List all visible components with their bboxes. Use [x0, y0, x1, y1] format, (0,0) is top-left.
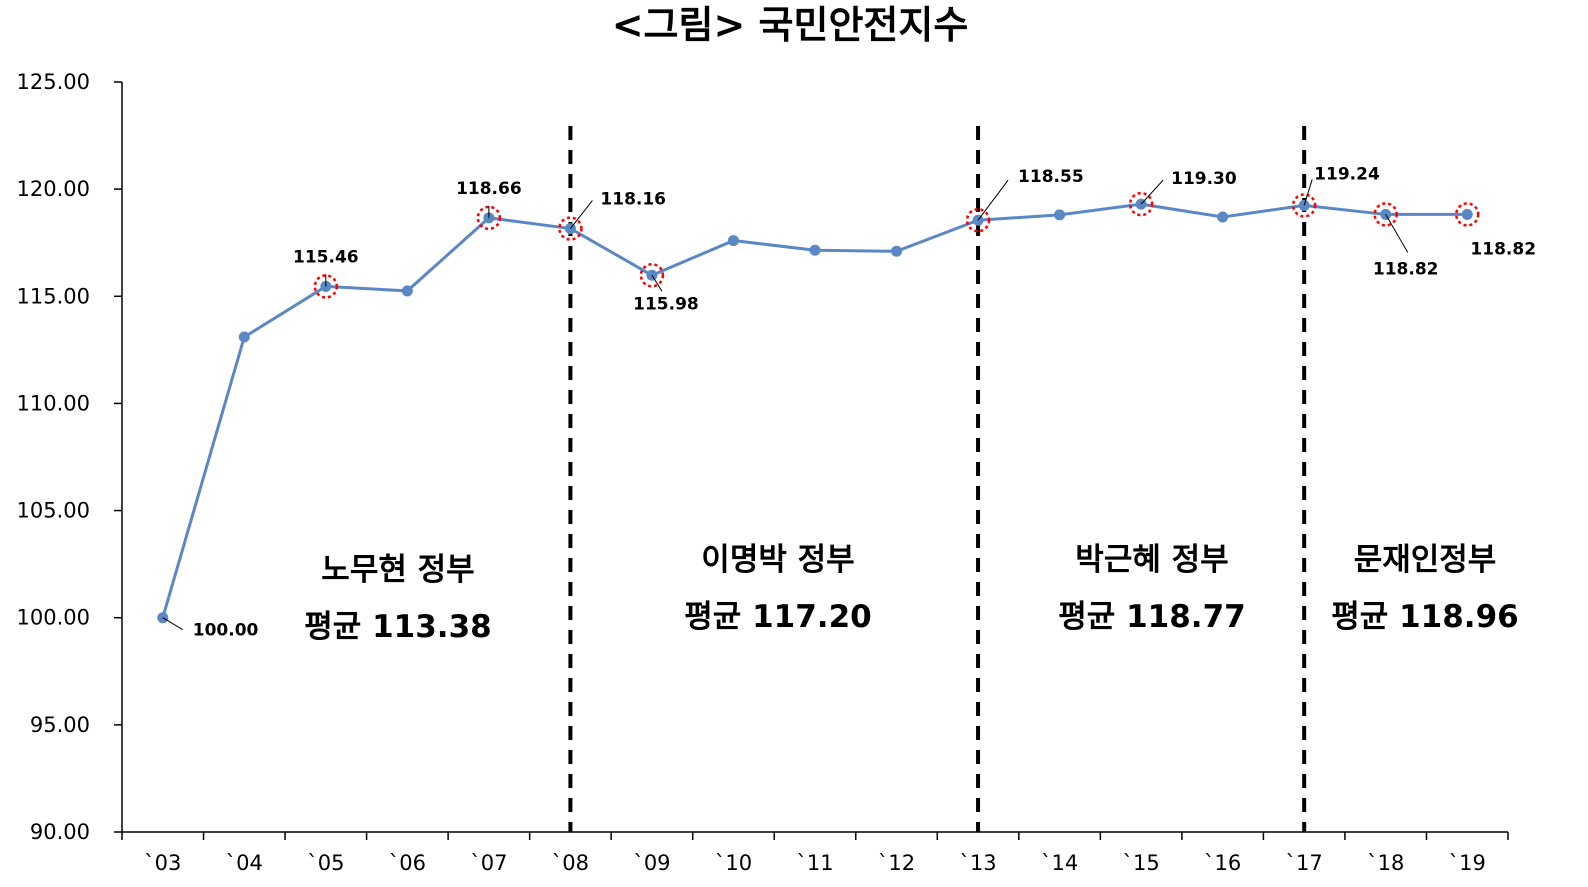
axes: 90.00 95.00 100.00 105.00 110.00 115.00 120.00…	[17, 70, 1509, 875]
government-dividers	[568, 126, 1307, 832]
highlight-circle	[1128, 191, 1154, 217]
highlight-circle	[558, 216, 583, 241]
highlight-circle	[476, 205, 502, 231]
data-label: 118.82	[1373, 259, 1439, 279]
data-point	[809, 244, 821, 256]
x-tick-label: `15	[1123, 851, 1160, 875]
government-name: 이명박 정부	[701, 542, 854, 578]
x-tick-label: `07	[470, 851, 507, 875]
leader-line	[1140, 179, 1164, 205]
x-tick-label: `14	[1041, 851, 1078, 875]
leader-line	[1303, 179, 1313, 206]
data-label: 119.24	[1314, 164, 1380, 184]
y-tick-label: 100.00	[17, 606, 90, 630]
government-name: 박근혜 정부	[1075, 542, 1228, 578]
x-tick-label: `13	[959, 851, 996, 875]
data-label: 100.00	[193, 621, 259, 641]
y-tick-label: 120.00	[17, 177, 90, 201]
government-average: 평균 118.96	[1331, 599, 1518, 635]
data-point	[401, 285, 413, 297]
data-label: 115.46	[293, 247, 359, 267]
leader-line	[162, 617, 184, 631]
highlight-circle	[1373, 202, 1398, 227]
x-tick-label: `05	[307, 851, 344, 875]
data-label: 115.98	[633, 294, 699, 314]
x-tick-label: `18	[1367, 851, 1404, 875]
data-label: 119.30	[1171, 169, 1237, 189]
x-tick-label: `06	[389, 851, 426, 875]
x-tick-label: `11	[796, 851, 833, 875]
data-point	[1054, 209, 1066, 221]
x-tick-label: `08	[552, 851, 589, 875]
data-point	[727, 235, 739, 247]
x-tick-label: `16	[1204, 851, 1241, 875]
data-point	[1461, 208, 1473, 220]
government-average: 평균 113.38	[304, 609, 491, 645]
government-name: 문재인정부	[1354, 542, 1497, 578]
data-label: 118.66	[456, 179, 522, 199]
government-average: 평균 118.77	[1058, 599, 1245, 635]
y-tick-label: 95.00	[30, 713, 90, 737]
x-tick-label: `12	[878, 851, 915, 875]
x-tick-label: `19	[1449, 851, 1486, 875]
data-point	[891, 245, 903, 257]
leader-line	[570, 200, 593, 229]
highlight-circle	[313, 274, 339, 299]
highlight-circle	[965, 207, 991, 233]
y-tick-label: 125.00	[17, 70, 90, 94]
y-tick-label: 105.00	[17, 499, 90, 523]
government-average: 평균 117.20	[684, 599, 871, 635]
leader-line	[977, 179, 1009, 221]
data-labels: 100.00 115.46 118.66 118.16 115.98 118.55 119.…	[162, 164, 1536, 641]
x-tick-label: `04	[226, 851, 263, 875]
y-tick-label: 90.00	[30, 820, 90, 844]
x-tick-label: `09	[633, 851, 670, 875]
data-point	[1217, 211, 1229, 223]
x-tick-label: `03	[144, 851, 181, 875]
x-tick-label: `17	[1286, 851, 1323, 875]
government-name: 노무현 정부	[321, 552, 474, 588]
leader-line	[1385, 214, 1409, 253]
data-label: 118.82	[1470, 239, 1536, 259]
highlight-circle	[639, 263, 665, 288]
y-tick-label: 110.00	[17, 391, 90, 415]
highlight-circle	[1454, 202, 1480, 227]
chart-title: <그림> 국민안전지수	[612, 3, 969, 47]
data-label: 118.16	[600, 190, 666, 210]
y-tick-label: 115.00	[17, 284, 90, 308]
data-label: 118.55	[1018, 167, 1084, 187]
highlight-circle	[1291, 193, 1317, 218]
x-tick-label: `10	[715, 851, 752, 875]
data-point	[238, 331, 250, 343]
leader-line	[651, 275, 663, 292]
